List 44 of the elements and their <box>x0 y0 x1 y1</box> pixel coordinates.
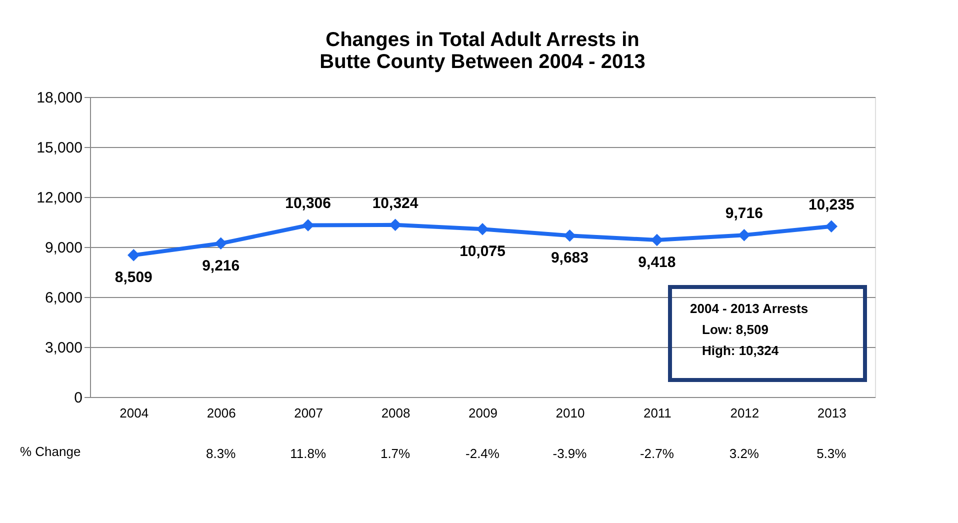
annotation: Low: 8,509 <box>702 322 768 337</box>
text: 10,306 <box>285 195 331 212</box>
x-tick-label: 2013 <box>817 406 846 420</box>
x-tick-label: 2009 <box>468 406 498 420</box>
text: 8.3% <box>206 446 236 461</box>
x-tick-label: 2011 <box>643 406 672 420</box>
y-tick-label: 12,000 <box>36 190 82 206</box>
text: 10,235 <box>808 196 854 214</box>
y-tick-label: 6,000 <box>44 290 82 306</box>
point <box>825 220 838 233</box>
text: % Change <box>20 444 81 459</box>
annotation: High: 10,324 <box>702 343 780 358</box>
y-tick-label: 3,000 <box>44 340 82 356</box>
text: Butte County Between 2004 - 2013 <box>320 51 646 73</box>
y-tick-label: 9,000 <box>44 240 82 256</box>
text: 9,216 <box>202 257 240 274</box>
x-tick-label: 2004 <box>120 406 149 420</box>
point <box>738 228 750 242</box>
text: -2.4% <box>466 446 500 461</box>
annotation: 2004 - 2013 Arrests <box>690 301 808 316</box>
text: -3.9% <box>552 446 588 461</box>
text: 10,075 <box>460 243 506 260</box>
y-tick-label: 15,000 <box>36 140 82 156</box>
point <box>214 237 227 250</box>
text: 8,509 <box>114 269 152 286</box>
text: 3.2% <box>729 446 760 461</box>
y-tick-label: 0 <box>74 390 82 406</box>
x-tick-label: 2010 <box>556 406 585 420</box>
text: -2.7% <box>640 446 674 461</box>
x-tick-label: 2008 <box>381 406 410 420</box>
x-tick-label: 2006 <box>206 406 236 420</box>
y-tick-label: 18,000 <box>36 90 82 106</box>
text: 11.8% <box>290 446 326 461</box>
point <box>564 229 576 242</box>
text: 9,716 <box>725 205 763 222</box>
text: 9,683 <box>550 250 588 267</box>
text: Changes in Total Adult Arrests in <box>326 29 640 51</box>
x-tick-label: 2012 <box>730 406 760 420</box>
point <box>127 249 140 262</box>
text: 1.7% <box>380 446 411 461</box>
text: 5.3% <box>816 446 847 461</box>
x-tick-label: 2007 <box>294 406 324 420</box>
text: 9,418 <box>638 254 676 272</box>
text: 10,324 <box>372 194 418 212</box>
